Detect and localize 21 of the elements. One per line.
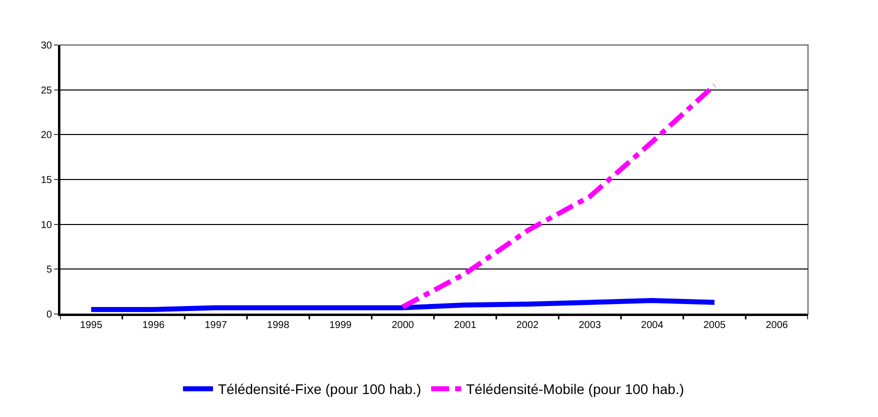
x-tick-label: 2000 (392, 320, 414, 331)
x-tick-label: 1998 (267, 320, 290, 331)
x-tick-label: 2002 (516, 320, 540, 331)
x-tick-label: 2004 (641, 320, 664, 331)
y-tick-label: 30 (40, 40, 52, 52)
x-tick-label: 1997 (204, 320, 228, 331)
y-tick-label: 0 (46, 310, 52, 320)
x-tick-label: 2001 (454, 320, 477, 331)
y-tick-label: 10 (40, 220, 52, 231)
x-tick-label: 1999 (329, 320, 352, 331)
x-tick-label: 2006 (766, 320, 788, 331)
legend-label: Télédensité-Mobile (pour 100 hab.) (466, 381, 684, 398)
y-tick-label: 15 (40, 175, 52, 186)
legend-label: Télédensité-Fixe (pour 100 hab.) (218, 381, 422, 398)
y-tick-label: 5 (46, 264, 52, 276)
x-tick-label: 1995 (80, 320, 103, 331)
x-tick-label: 1996 (142, 320, 166, 331)
y-tick-label: 20 (40, 130, 52, 142)
x-tick-label: 2003 (578, 320, 602, 331)
y-tick-label: 25 (40, 85, 52, 96)
x-tick-label: 2005 (703, 320, 726, 331)
